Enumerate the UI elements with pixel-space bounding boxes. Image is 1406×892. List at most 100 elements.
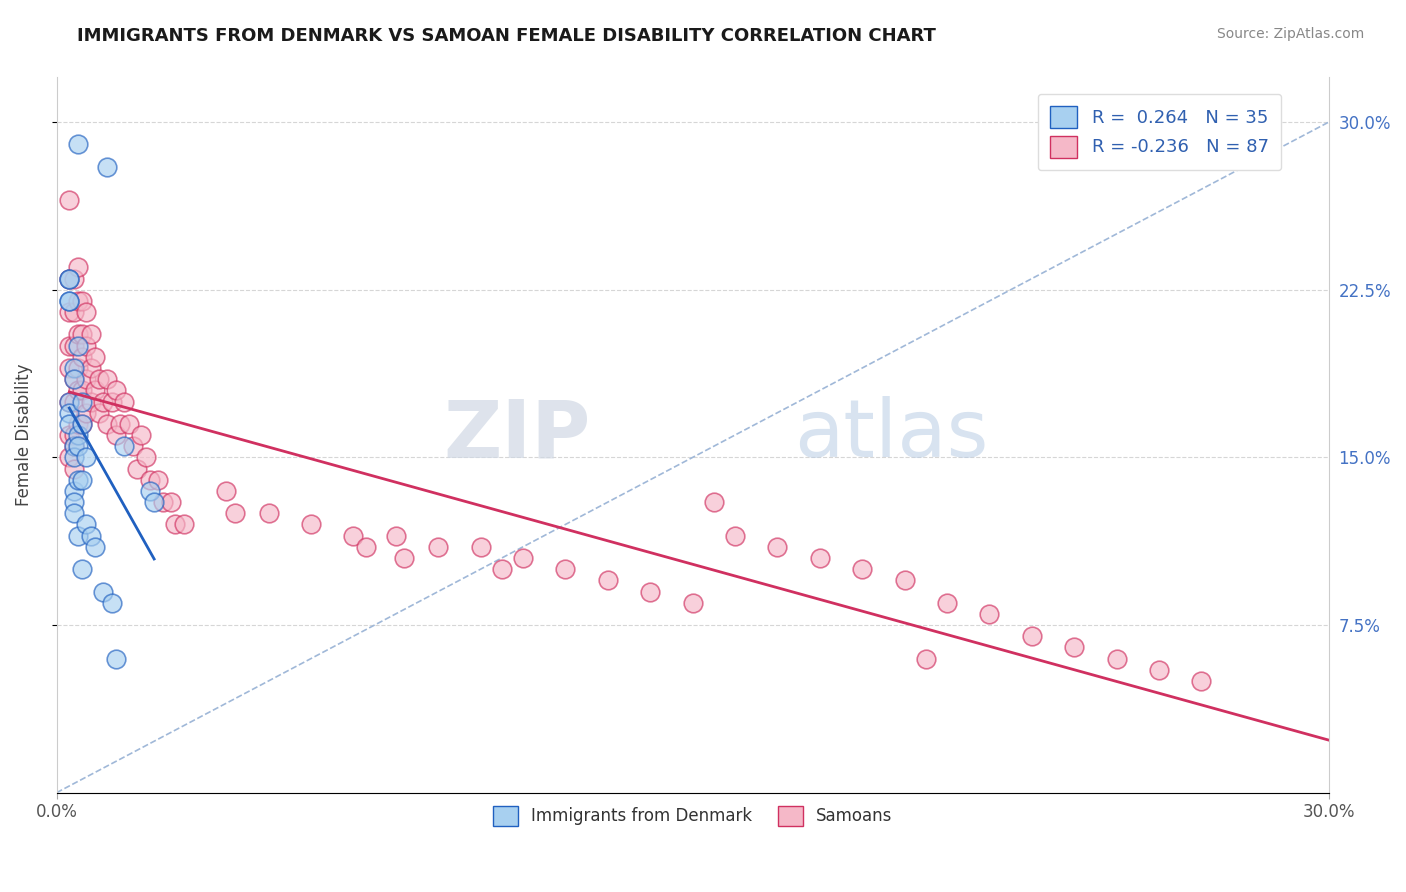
Point xyxy=(70,473,93,487)
Point xyxy=(104,428,127,442)
Point xyxy=(96,417,118,431)
Point xyxy=(75,450,97,465)
Point xyxy=(66,439,89,453)
Point xyxy=(224,506,246,520)
Point xyxy=(66,260,89,275)
Point xyxy=(1191,673,1213,688)
Point xyxy=(79,327,101,342)
Point xyxy=(354,540,377,554)
Point xyxy=(914,651,936,665)
Point xyxy=(1063,640,1085,655)
Point xyxy=(62,305,84,319)
Point xyxy=(79,361,101,376)
Point xyxy=(70,384,93,398)
Point xyxy=(342,528,364,542)
Point xyxy=(62,506,84,520)
Point xyxy=(110,417,132,431)
Point xyxy=(87,372,110,386)
Point xyxy=(682,596,704,610)
Point xyxy=(491,562,513,576)
Point xyxy=(554,562,576,576)
Point xyxy=(91,584,114,599)
Point xyxy=(135,450,157,465)
Point xyxy=(66,384,89,398)
Point xyxy=(70,293,93,308)
Point xyxy=(75,517,97,532)
Point xyxy=(70,394,93,409)
Point xyxy=(160,495,183,509)
Point xyxy=(703,495,725,509)
Point xyxy=(70,327,93,342)
Point xyxy=(596,574,619,588)
Point xyxy=(66,473,89,487)
Point xyxy=(58,194,80,208)
Point xyxy=(766,540,789,554)
Point xyxy=(139,483,162,498)
Point xyxy=(58,428,80,442)
Point xyxy=(62,483,84,498)
Point xyxy=(66,428,89,442)
Point xyxy=(58,338,80,352)
Point xyxy=(66,361,89,376)
Point xyxy=(58,361,80,376)
Point xyxy=(139,473,162,487)
Point xyxy=(96,160,118,174)
Point xyxy=(66,137,89,152)
Point xyxy=(512,551,534,566)
Point xyxy=(114,439,136,453)
Point xyxy=(58,394,80,409)
Point xyxy=(75,406,97,420)
Point xyxy=(62,439,84,453)
Point xyxy=(152,495,174,509)
Point xyxy=(1021,629,1043,643)
Point xyxy=(58,271,80,285)
Point xyxy=(62,372,84,386)
Point xyxy=(58,450,80,465)
Point xyxy=(58,394,80,409)
Point xyxy=(1105,651,1128,665)
Point xyxy=(394,551,416,566)
Point xyxy=(83,350,105,364)
Point xyxy=(143,495,166,509)
Point xyxy=(66,338,89,352)
Point xyxy=(62,271,84,285)
Point xyxy=(724,528,747,542)
Point xyxy=(83,540,105,554)
Point xyxy=(75,338,97,352)
Point xyxy=(427,540,450,554)
Text: Source: ZipAtlas.com: Source: ZipAtlas.com xyxy=(1216,27,1364,41)
Point xyxy=(1147,663,1170,677)
Point xyxy=(66,528,89,542)
Point xyxy=(893,574,915,588)
Point xyxy=(62,338,84,352)
Point xyxy=(62,361,84,376)
Point xyxy=(66,293,89,308)
Point xyxy=(70,562,93,576)
Point xyxy=(173,517,195,532)
Text: ZIP: ZIP xyxy=(444,396,591,474)
Point xyxy=(62,450,84,465)
Point xyxy=(118,417,141,431)
Point xyxy=(62,461,84,475)
Legend: Immigrants from Denmark, Samoans: Immigrants from Denmark, Samoans xyxy=(485,797,901,834)
Point xyxy=(58,271,80,285)
Point xyxy=(851,562,873,576)
Point xyxy=(936,596,959,610)
Point xyxy=(91,394,114,409)
Point xyxy=(70,417,93,431)
Point xyxy=(58,406,80,420)
Point xyxy=(131,428,153,442)
Y-axis label: Female Disability: Female Disability xyxy=(15,364,32,507)
Point xyxy=(58,417,80,431)
Point xyxy=(100,596,122,610)
Point xyxy=(808,551,831,566)
Point xyxy=(79,394,101,409)
Point xyxy=(87,406,110,420)
Point xyxy=(58,271,80,285)
Point xyxy=(257,506,280,520)
Point xyxy=(66,417,89,431)
Point xyxy=(122,439,145,453)
Point xyxy=(299,517,322,532)
Point xyxy=(62,428,84,442)
Point xyxy=(83,384,105,398)
